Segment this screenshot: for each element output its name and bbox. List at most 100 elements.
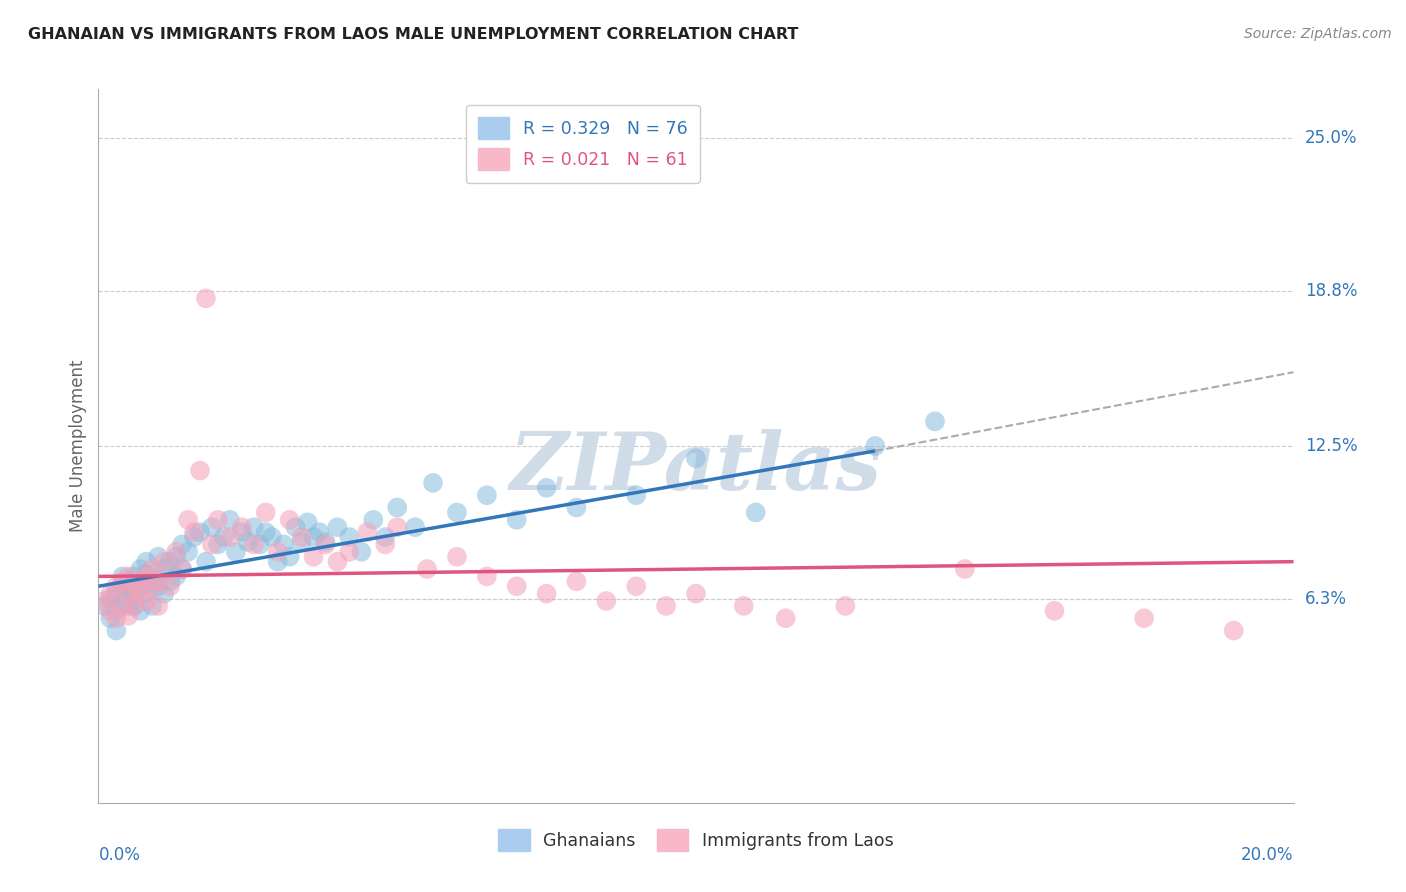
- Point: [260, 530, 283, 544]
- Point: [105, 579, 128, 593]
- Point: [624, 579, 647, 593]
- Point: [254, 505, 277, 519]
- Point: [363, 513, 385, 527]
- Text: 20.0%: 20.0%: [1241, 846, 1294, 863]
- Point: [177, 513, 200, 527]
- Point: [267, 545, 290, 559]
- Point: [148, 574, 170, 589]
- Point: [536, 587, 558, 601]
- Point: [374, 530, 396, 544]
- Point: [148, 599, 170, 613]
- Point: [148, 569, 170, 583]
- Point: [506, 513, 529, 527]
- Point: [124, 569, 146, 583]
- Point: [141, 599, 163, 613]
- Point: [302, 549, 325, 564]
- Point: [135, 594, 157, 608]
- Point: [172, 562, 194, 576]
- Point: [194, 291, 218, 305]
- Point: [159, 579, 181, 593]
- Point: [924, 414, 946, 428]
- Point: [111, 574, 134, 589]
- Point: [117, 569, 139, 583]
- Point: [153, 562, 176, 576]
- Point: [655, 599, 678, 613]
- Point: [225, 545, 247, 559]
- Point: [111, 569, 134, 583]
- Point: [273, 537, 295, 551]
- Point: [141, 562, 163, 576]
- Point: [219, 530, 242, 544]
- Point: [385, 520, 409, 534]
- Point: [105, 604, 128, 618]
- Point: [117, 599, 139, 613]
- Text: Source: ZipAtlas.com: Source: ZipAtlas.com: [1244, 27, 1392, 41]
- Point: [624, 488, 647, 502]
- Point: [350, 545, 373, 559]
- Point: [135, 555, 157, 569]
- Point: [374, 537, 396, 551]
- Point: [129, 574, 152, 589]
- Point: [117, 608, 139, 623]
- Point: [422, 475, 444, 490]
- Point: [475, 488, 498, 502]
- Point: [404, 520, 426, 534]
- Point: [105, 624, 128, 638]
- Text: 12.5%: 12.5%: [1305, 437, 1357, 455]
- Point: [219, 513, 242, 527]
- Point: [506, 579, 529, 593]
- Point: [231, 525, 253, 540]
- Point: [685, 451, 707, 466]
- Point: [865, 439, 887, 453]
- Point: [339, 545, 360, 559]
- Point: [745, 505, 768, 519]
- Point: [834, 599, 856, 613]
- Point: [172, 537, 194, 551]
- Point: [290, 535, 312, 549]
- Point: [111, 594, 134, 608]
- Point: [475, 569, 498, 583]
- Point: [188, 464, 211, 478]
- Point: [416, 562, 439, 576]
- Point: [153, 587, 176, 601]
- Point: [339, 530, 360, 544]
- Text: GHANAIAN VS IMMIGRANTS FROM LAOS MALE UNEMPLOYMENT CORRELATION CHART: GHANAIAN VS IMMIGRANTS FROM LAOS MALE UN…: [28, 27, 799, 42]
- Point: [536, 481, 558, 495]
- Point: [188, 525, 211, 540]
- Point: [93, 599, 115, 613]
- Point: [129, 579, 152, 593]
- Point: [243, 520, 266, 534]
- Point: [141, 579, 163, 593]
- Point: [267, 555, 290, 569]
- Point: [105, 587, 128, 601]
- Point: [124, 587, 146, 601]
- Point: [129, 604, 152, 618]
- Point: [1133, 611, 1156, 625]
- Point: [98, 611, 122, 625]
- Point: [1043, 604, 1066, 618]
- Point: [98, 587, 122, 601]
- Point: [302, 530, 325, 544]
- Point: [249, 537, 271, 551]
- Text: 25.0%: 25.0%: [1305, 129, 1357, 147]
- Point: [124, 599, 146, 613]
- Text: 18.8%: 18.8%: [1305, 282, 1357, 300]
- Point: [254, 525, 277, 540]
- Point: [207, 513, 229, 527]
- Point: [308, 525, 330, 540]
- Point: [141, 574, 163, 589]
- Point: [129, 562, 152, 576]
- Point: [243, 537, 266, 551]
- Point: [356, 525, 378, 540]
- Point: [278, 513, 301, 527]
- Point: [685, 587, 707, 601]
- Point: [159, 574, 181, 589]
- Point: [201, 537, 224, 551]
- Point: [278, 549, 301, 564]
- Point: [194, 555, 218, 569]
- Point: [595, 594, 617, 608]
- Point: [148, 579, 170, 593]
- Point: [1223, 624, 1246, 638]
- Point: [183, 525, 205, 540]
- Point: [775, 611, 797, 625]
